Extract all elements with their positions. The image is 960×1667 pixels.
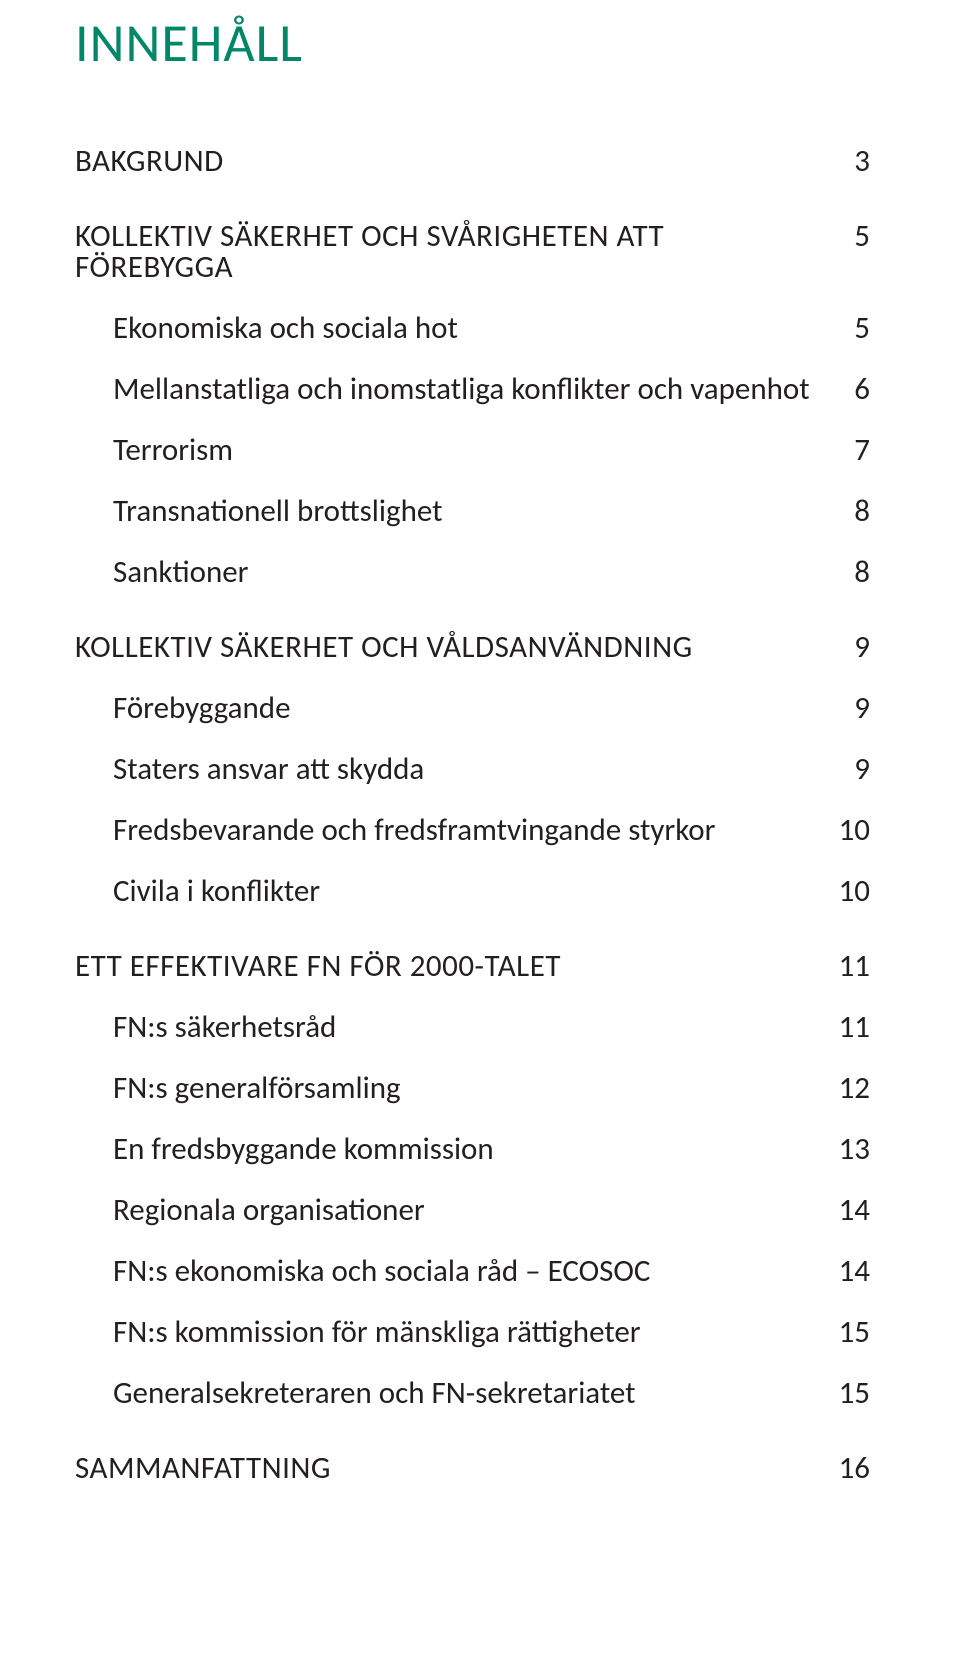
- toc-page-number: 8: [820, 557, 870, 588]
- toc-section-label: KOLLEKTIV SÄKERHET OCH SVÅRIGHETEN ATT F…: [75, 221, 715, 283]
- toc-sub-row: FN:s ekonomiska och sociala råd – ECOSOC…: [75, 1256, 870, 1287]
- toc-page-number: 16: [820, 1453, 870, 1484]
- toc-page-number: 9: [820, 632, 870, 663]
- toc-section-row: SAMMANFATTNING 16: [75, 1453, 870, 1484]
- toc-sub-label: Civila i konflikter: [75, 876, 320, 907]
- toc-sub-label: En fredsbyggande kommission: [75, 1134, 494, 1165]
- toc-page-number: 14: [820, 1256, 870, 1287]
- toc-sub-label: FN:s kommission för mänskliga rättighete…: [75, 1317, 641, 1348]
- toc-page-number: 7: [820, 435, 870, 466]
- toc-sub-label: Generalsekreteraren och FN-sekretariatet: [75, 1378, 636, 1409]
- toc-sub-row: Förebyggande 9: [75, 693, 870, 724]
- toc-page-number: 10: [820, 876, 870, 907]
- toc-section-label: BAKGRUND: [75, 146, 224, 177]
- toc-sub-row: FN:s generalförsamling 12: [75, 1073, 870, 1104]
- toc-sub-label: FN:s generalförsamling: [75, 1073, 401, 1104]
- toc-section-label: SAMMANFATTNING: [75, 1453, 331, 1484]
- toc-page-number: 6: [820, 374, 870, 405]
- toc-sub-label: Staters ansvar att skydda: [75, 754, 424, 785]
- toc-sub-label: Terrorism: [75, 435, 233, 466]
- toc-page-number: 14: [820, 1195, 870, 1226]
- toc-section-row: ETT EFFEKTIVARE FN FÖR 2000-TALET 11: [75, 951, 870, 982]
- toc-sub-label: Ekonomiska och sociala hot: [75, 313, 458, 344]
- toc-sub-row: Sanktioner 8: [75, 557, 870, 588]
- toc-sub-label: Transnationell brottslighet: [75, 496, 443, 527]
- toc-sub-label: FN:s säkerhetsråd: [75, 1012, 336, 1043]
- toc-section-label: KOLLEKTIV SÄKERHET OCH VÅLDSANVÄNDNING: [75, 632, 693, 663]
- toc-section-row: BAKGRUND 3: [75, 146, 870, 177]
- toc-sub-row: FN:s kommission för mänskliga rättighete…: [75, 1317, 870, 1348]
- toc-sub-row: En fredsbyggande kommission 13: [75, 1134, 870, 1165]
- toc-sub-row: Mellanstatliga och inomstatliga konflikt…: [75, 374, 870, 405]
- toc-sub-label: FN:s ekonomiska och sociala råd – ECOSOC: [75, 1256, 650, 1287]
- toc-page-number: 3: [820, 146, 870, 177]
- toc-section-label: ETT EFFEKTIVARE FN FÖR 2000-TALET: [75, 951, 561, 982]
- page: INNEHÅLL BAKGRUND 3 KOLLEKTIV SÄKERHET O…: [0, 0, 960, 1667]
- toc-page-number: 5: [820, 221, 870, 252]
- toc-sub-row: Staters ansvar att skydda 9: [75, 754, 870, 785]
- toc-page-number: 12: [820, 1073, 870, 1104]
- toc-sub-row: Transnationell brottslighet 8: [75, 496, 870, 527]
- toc-sub-row: FN:s säkerhetsråd 11: [75, 1012, 870, 1043]
- toc-page-number: 8: [820, 496, 870, 527]
- toc-page-number: 11: [820, 951, 870, 982]
- toc-page-number: 15: [820, 1317, 870, 1348]
- page-title: INNEHÅLL: [75, 10, 870, 76]
- toc-page-number: 9: [820, 693, 870, 724]
- toc-page-number: 9: [820, 754, 870, 785]
- toc-sub-row: Terrorism 7: [75, 435, 870, 466]
- toc-page-number: 11: [820, 1012, 870, 1043]
- toc-sub-row: Civila i konflikter 10: [75, 876, 870, 907]
- table-of-contents: BAKGRUND 3 KOLLEKTIV SÄKERHET OCH SVÅRIG…: [75, 146, 870, 1484]
- toc-sub-row: Ekonomiska och sociala hot 5: [75, 313, 870, 344]
- toc-sub-label: Mellanstatliga och inomstatliga konflikt…: [75, 374, 810, 405]
- toc-sub-row: Fredsbevarande och fredsframtvingande st…: [75, 815, 870, 846]
- toc-sub-row: Generalsekreteraren och FN-sekretariatet…: [75, 1378, 870, 1409]
- toc-sub-label: Fredsbevarande och fredsframtvingande st…: [75, 815, 715, 846]
- toc-sub-label: Regionala organisationer: [75, 1195, 425, 1226]
- toc-section-row: KOLLEKTIV SÄKERHET OCH VÅLDSANVÄNDNING 9: [75, 632, 870, 663]
- toc-page-number: 13: [820, 1134, 870, 1165]
- toc-sub-label: Sanktioner: [75, 557, 248, 588]
- toc-section-row: KOLLEKTIV SÄKERHET OCH SVÅRIGHETEN ATT F…: [75, 221, 870, 283]
- toc-page-number: 10: [820, 815, 870, 846]
- toc-page-number: 5: [820, 313, 870, 344]
- toc-page-number: 15: [820, 1378, 870, 1409]
- toc-sub-label: Förebyggande: [75, 693, 291, 724]
- toc-sub-row: Regionala organisationer 14: [75, 1195, 870, 1226]
